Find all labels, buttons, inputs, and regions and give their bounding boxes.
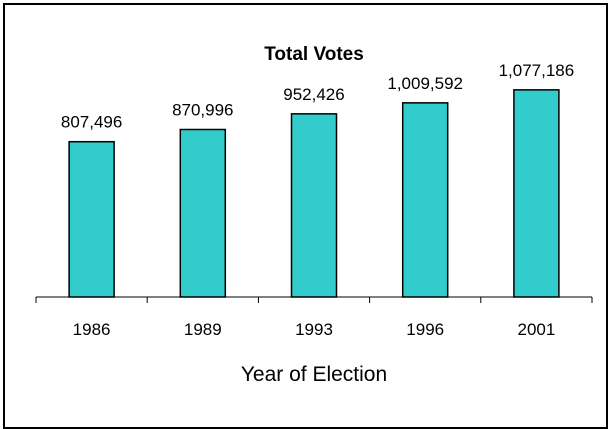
x-axis-label: Year of Election bbox=[241, 363, 387, 386]
x-tick-label-2001: 2001 bbox=[517, 320, 555, 339]
bar-1996 bbox=[401, 102, 449, 298]
x-tick-label-1996: 1996 bbox=[406, 320, 444, 339]
x-axis-ticks bbox=[35, 297, 593, 303]
chart-title: Total Votes bbox=[264, 44, 364, 65]
x-tick-label-1986: 1986 bbox=[73, 320, 111, 339]
value-label-1993: 952,426 bbox=[283, 85, 344, 104]
x-axis-tick-labels: 1986 1989 1993 1996 2001 bbox=[73, 320, 556, 339]
x-tick-label-1989: 1989 bbox=[184, 320, 222, 339]
value-labels-group: 807,496 870,996 952,426 1,009,592 1,077,186 bbox=[61, 61, 574, 132]
value-label-1986: 807,496 bbox=[61, 113, 122, 132]
bar-1993 bbox=[290, 113, 338, 298]
value-label-1996: 1,009,592 bbox=[387, 74, 463, 93]
bar-1989 bbox=[179, 128, 227, 298]
bars-group bbox=[68, 89, 560, 298]
value-label-1989: 870,996 bbox=[172, 101, 233, 120]
x-tick-label-1993: 1993 bbox=[295, 320, 333, 339]
bar-1986 bbox=[68, 140, 115, 298]
value-label-2001: 1,077,186 bbox=[499, 61, 575, 80]
bar-2001 bbox=[513, 89, 560, 298]
